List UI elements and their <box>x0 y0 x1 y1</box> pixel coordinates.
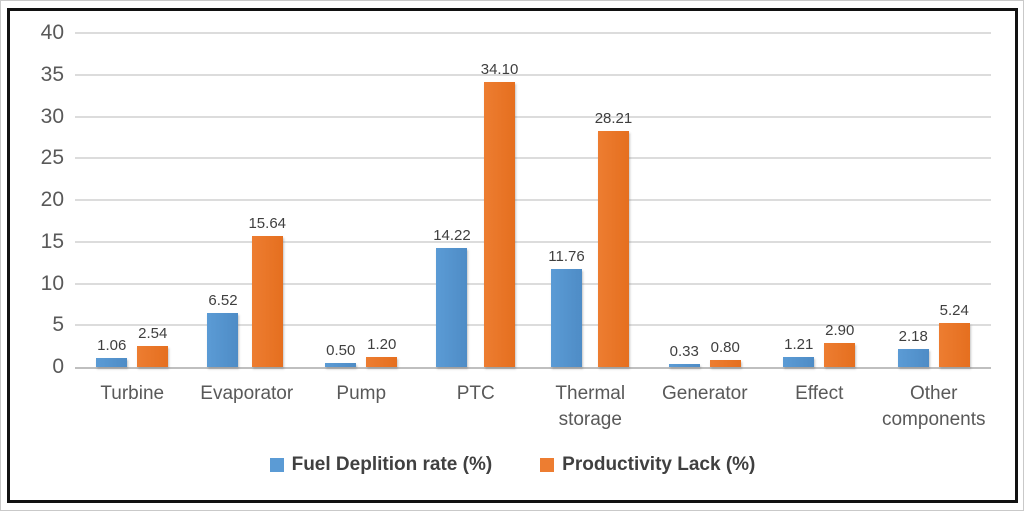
bar-group-evaporator: 6.52 15.64 <box>190 33 305 367</box>
category-label-other-components: Other components <box>881 383 986 430</box>
bar-slot-fuel-deplition-rate-ptc: 14.22 <box>433 33 471 367</box>
gridline-10 <box>75 282 991 285</box>
category-label-pump: Pump <box>336 383 387 404</box>
y-tick-label-20: 20 <box>40 188 64 211</box>
bar-slot-fuel-deplition-rate-evaporator: 6.52 <box>207 33 239 367</box>
bar-fuel-deplition-rate-evaporator <box>207 312 239 367</box>
y-tick-label-0: 0 <box>52 355 64 378</box>
bar-value-label-other-components-s1: 5.24 <box>939 302 969 320</box>
gridline-40 <box>75 32 991 34</box>
category-label-turbine: Turbine <box>100 383 165 404</box>
category-label-generator: Generator <box>661 383 748 404</box>
y-tick-label-35: 35 <box>40 62 64 86</box>
bar-group-ptc: 14.22 34.10 <box>419 33 534 367</box>
x-axis-category-labels: Turbine Evaporator Pump PTC Thermal storage G… <box>75 381 991 432</box>
bar-slot-productivity-lack-effect: 2.90 <box>824 33 856 367</box>
legend-item-productivity-lack: Productivity Lack (%) <box>540 454 755 476</box>
bar-groups: 1.06 2.54 6.52 15.64 0.50 1.20 14.22 34.10 11.76… <box>75 33 991 367</box>
category-label-effect: Effect <box>795 383 844 404</box>
bar-value-label-turbine-s0: 1.06 <box>97 337 127 355</box>
bar-slot-productivity-lack-evaporator: 15.64 <box>248 33 286 367</box>
y-tick-label-30: 30 <box>40 104 64 128</box>
gridline-25 <box>75 157 991 160</box>
gridline-30 <box>75 115 991 118</box>
y-tick-label-15: 15 <box>40 229 64 253</box>
gridline-35 <box>75 73 991 76</box>
bar-value-label-generator-s1: 0.80 <box>710 339 740 357</box>
category-label-thermal-storage: Thermal storage <box>555 383 626 430</box>
bar-value-label-effect-s0: 1.21 <box>784 335 814 353</box>
bar-group-pump: 0.50 1.20 <box>304 33 419 367</box>
bar-productivity-lack-effect <box>824 342 856 367</box>
bar-slot-productivity-lack-generator: 0.80 <box>709 33 741 367</box>
bar-value-label-thermal-storage-s1: 28.21 <box>594 110 633 128</box>
bar-productivity-lack-evaporator <box>251 236 283 367</box>
bar-slot-productivity-lack-thermal-storage: 28.21 <box>594 33 633 367</box>
bar-slot-fuel-deplition-rate-pump: 0.50 <box>325 33 357 367</box>
bar-group-other-components: 2.18 5.24 <box>877 33 992 367</box>
bar-value-label-ptc-s0: 14.22 <box>433 227 471 245</box>
bar-slot-fuel-deplition-rate-generator: 0.33 <box>668 33 700 367</box>
y-tick-label-5: 5 <box>52 313 64 337</box>
legend-swatch-icon <box>269 458 284 472</box>
bar-value-label-ptc-s1: 34.10 <box>480 61 519 79</box>
legend-swatch-icon <box>540 458 555 472</box>
bar-slot-productivity-lack-ptc: 34.10 <box>480 33 519 367</box>
bar-value-label-generator-s0: 0.33 <box>669 343 699 361</box>
bar-value-label-pump-s1: 1.20 <box>367 335 397 353</box>
bar-value-label-effect-s1: 2.90 <box>825 321 855 339</box>
bar-group-turbine: 1.06 2.54 <box>75 33 190 367</box>
bar-group-generator: 0.33 0.80 <box>648 33 763 367</box>
bar-chart: 0 5 10 15 20 25 30 35 40 1.06 2.54 6.52 15.64 0.50 1.… <box>10 11 1015 500</box>
bar-slot-fuel-deplition-rate-thermal-storage: 11.76 <box>548 33 585 367</box>
bar-fuel-deplition-rate-thermal-storage <box>550 268 582 367</box>
bar-group-thermal-storage: 11.76 28.21 <box>533 33 648 367</box>
bar-slot-fuel-deplition-rate-other-components: 2.18 <box>897 33 929 367</box>
bar-fuel-deplition-rate-pump <box>325 362 357 367</box>
bar-slot-productivity-lack-turbine: 2.54 <box>137 33 169 367</box>
bar-fuel-deplition-rate-effect <box>783 356 815 367</box>
category-label-ptc: PTC <box>456 383 495 404</box>
chart-frame: 0 5 10 15 20 25 30 35 40 1.06 2.54 6.52 15.64 0.50 1.… <box>7 8 1018 503</box>
bar-fuel-deplition-rate-other-components <box>897 348 929 367</box>
legend-label: Productivity Lack (%) <box>562 454 756 475</box>
bar-productivity-lack-ptc <box>484 82 516 367</box>
bar-slot-productivity-lack-other-components: 5.24 <box>938 33 970 367</box>
y-tick-label-25: 25 <box>40 146 64 170</box>
gridline-20 <box>75 199 991 201</box>
bar-value-label-other-components-s0: 2.18 <box>898 327 928 345</box>
gridline-15 <box>75 240 991 243</box>
bar-fuel-deplition-rate-turbine <box>96 358 128 367</box>
bar-value-label-evaporator-s0: 6.52 <box>208 291 238 309</box>
bar-fuel-deplition-rate-generator <box>668 364 700 367</box>
bar-slot-fuel-deplition-rate-effect: 1.21 <box>783 33 815 367</box>
bar-slot-fuel-deplition-rate-turbine: 1.06 <box>96 33 128 367</box>
legend: Fuel Deplition rate (%) Productivity Lack… <box>10 454 1015 476</box>
y-tick-label-10: 10 <box>40 271 64 295</box>
bar-fuel-deplition-rate-ptc <box>436 248 468 367</box>
bar-slot-productivity-lack-pump: 1.20 <box>366 33 398 367</box>
category-label-evaporator: Evaporator <box>200 383 294 404</box>
legend-item-fuel-deplition-rate: Fuel Deplition rate (%) <box>269 454 493 476</box>
bar-group-effect: 1.21 2.90 <box>762 33 877 367</box>
plot-area: 1.06 2.54 6.52 15.64 0.50 1.20 14.22 34.10 11.76… <box>75 32 991 369</box>
bar-productivity-lack-generator <box>709 360 741 367</box>
legend-label: Fuel Deplition rate (%) <box>291 454 493 475</box>
bar-value-label-turbine-s1: 2.54 <box>138 324 168 342</box>
bar-productivity-lack-pump <box>366 356 398 367</box>
bar-value-label-thermal-storage-s0: 11.76 <box>548 247 585 265</box>
bar-value-label-evaporator-s1: 15.64 <box>248 215 287 233</box>
gridline-5 <box>75 324 991 327</box>
bar-productivity-lack-thermal-storage <box>597 131 629 367</box>
bar-value-label-pump-s0: 0.50 <box>326 341 356 359</box>
bar-productivity-lack-turbine <box>137 345 169 367</box>
y-tick-label-40: 40 <box>40 21 64 44</box>
bar-productivity-lack-other-components <box>938 323 970 367</box>
